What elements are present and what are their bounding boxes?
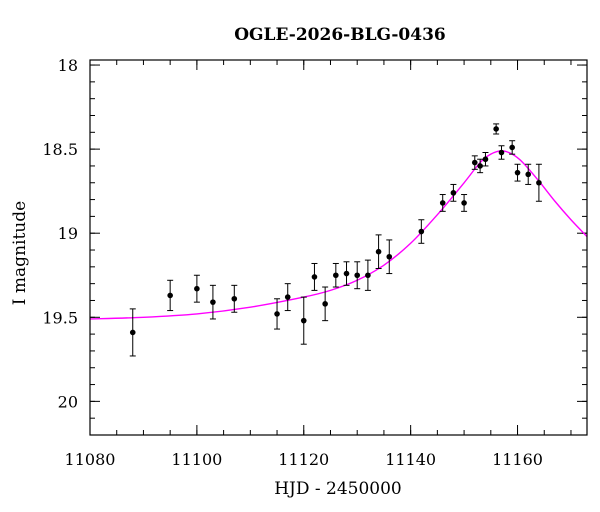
point-marker <box>284 294 291 300</box>
point-marker <box>322 301 328 307</box>
data-point <box>439 194 446 212</box>
point-marker <box>514 169 521 176</box>
axis-ticks <box>89 60 587 436</box>
point-marker <box>343 270 350 277</box>
data-point <box>274 298 281 330</box>
point-marker <box>498 149 505 156</box>
data-point <box>167 279 174 312</box>
y-tick-label: 19 <box>58 224 78 243</box>
y-tick-label: 20 <box>58 392 78 411</box>
data-point <box>311 262 318 291</box>
data-point <box>498 145 505 160</box>
point-marker <box>365 272 371 279</box>
point-marker <box>386 253 393 260</box>
data-point <box>461 194 468 212</box>
point-marker <box>450 190 457 196</box>
point-marker <box>231 295 238 302</box>
point-marker <box>300 317 307 324</box>
data-point <box>509 140 516 155</box>
point-marker <box>536 179 542 186</box>
data-point <box>231 284 238 313</box>
data-point <box>450 183 457 202</box>
x-tick-label: 11080 <box>65 450 116 469</box>
data-point <box>535 163 542 202</box>
point-marker <box>439 200 446 206</box>
point-marker <box>461 200 467 206</box>
chart-title: OGLE-2026-BLG-0436 <box>234 25 446 45</box>
data-point <box>354 261 361 290</box>
data-point <box>418 219 425 244</box>
data-point <box>375 234 382 270</box>
data-point <box>129 308 136 357</box>
data-point <box>343 261 350 286</box>
y-tick-label: 18.5 <box>42 140 78 159</box>
data-point <box>364 259 371 291</box>
data-points-layer <box>129 123 542 357</box>
point-marker <box>167 292 173 299</box>
data-point <box>525 163 532 185</box>
point-marker <box>194 285 200 292</box>
data-point <box>482 151 489 167</box>
point-marker <box>210 299 216 305</box>
y-axis-label: I magnitude <box>10 201 30 305</box>
point-marker <box>471 159 478 166</box>
data-point <box>193 274 200 303</box>
data-point <box>300 296 307 345</box>
point-marker <box>477 163 483 169</box>
point-marker <box>482 156 489 163</box>
point-marker <box>493 126 499 132</box>
point-marker <box>418 228 425 235</box>
model-curve-layer <box>89 150 588 320</box>
data-point <box>284 283 291 312</box>
point-marker <box>274 311 280 317</box>
y-tick-label: 19.5 <box>42 308 78 327</box>
point-marker <box>525 171 532 178</box>
point-marker <box>509 144 515 151</box>
point-marker <box>333 272 339 279</box>
x-tick-label: 11160 <box>492 450 543 469</box>
data-point <box>209 284 216 320</box>
model-curve <box>89 150 588 320</box>
data-point <box>493 123 500 135</box>
point-marker <box>129 329 136 336</box>
x-axis-label: HJD - 2450000 <box>274 479 402 499</box>
data-point <box>332 262 339 288</box>
plot-frame <box>89 59 588 436</box>
point-marker <box>375 248 382 255</box>
point-marker <box>311 274 318 280</box>
data-point <box>386 239 393 275</box>
x-tick-label: 11100 <box>171 450 222 469</box>
y-tick-label: 18 <box>58 56 78 75</box>
x-tick-label: 11120 <box>278 450 329 469</box>
data-point <box>471 155 478 170</box>
data-point <box>477 158 484 174</box>
data-point <box>514 163 521 182</box>
x-tick-label: 11140 <box>385 450 436 469</box>
point-marker <box>354 272 361 279</box>
data-point <box>322 286 329 322</box>
axis-tick-labels: 11080 11100 11120 11140 11160 18 18.5 19 19.5 20 <box>42 56 543 469</box>
